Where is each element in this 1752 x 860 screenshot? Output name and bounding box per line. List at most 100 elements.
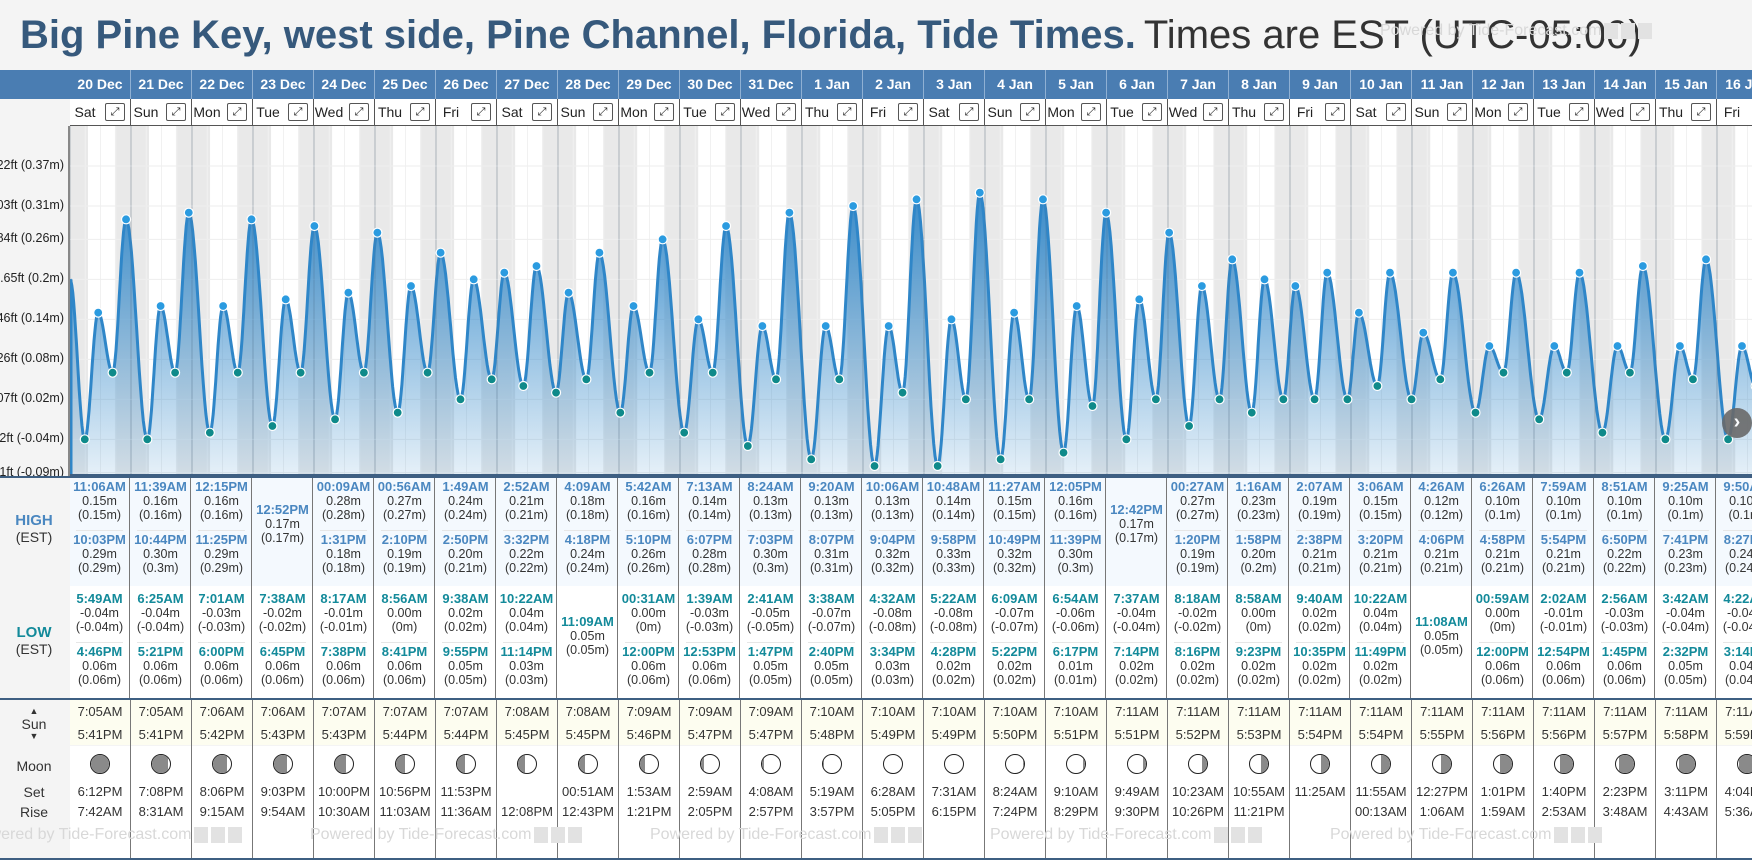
expand-day-button[interactable]: ⤢ [349,103,369,121]
expand-day-button[interactable]: ⤢ [1569,103,1589,121]
date-header-bar [0,70,1752,99]
divider [198,530,245,531]
moonset-time: 1:40PM [1541,784,1587,799]
expand-day-button[interactable]: ⤢ [532,103,552,121]
high-tide-point [1009,307,1020,318]
tide-time: 10:48AM [926,479,981,494]
expand-day-button[interactable]: ⤢ [959,103,979,121]
weekday-label: Fri [1296,104,1314,120]
expand-day-button[interactable]: ⤢ [1508,103,1528,121]
high-tide-event: 7:59AM 0.10m (0.1m) [1534,480,1593,530]
tide-time: 11:39PM [1049,532,1102,547]
tide-height-alt: (0.06m) [138,673,183,687]
high-tide-cell: 12:42PM 0.17m (0.17m) [1107,478,1167,586]
tide-time: 4:32AM [869,591,916,606]
low-tide-cell: 6:09AM -0.07m (-0.07m) 5:22PM 0.02m (0.02m) [985,586,1045,698]
expand-day-button[interactable]: ⤢ [1020,103,1040,121]
next-button[interactable]: › [1722,408,1752,438]
sunset-time: 5:57PM [1602,727,1648,742]
high-tide-cell: 12:05PM 0.16m (0.16m) 11:39PM 0.30m (0.3m) [1046,478,1106,586]
divider [1235,530,1282,531]
moon-phase-icon [273,754,293,774]
tide-height-alt: (0.06m) [382,673,427,687]
expand-day-button[interactable]: ⤢ [166,103,186,121]
divider [747,530,794,531]
moon-phase-icon [1249,754,1269,774]
expand-day-button[interactable]: ⤢ [1325,103,1345,121]
low-tide-event: 2:41AM -0.05m (-0.05m) [741,592,800,642]
tide-time: 10:03PM [73,532,126,547]
tide-time: 2:40PM [808,644,855,659]
expand-day-button[interactable]: ⤢ [654,103,674,121]
low-tide-event: 5:49AM -0.04m (-0.04m) [70,592,129,642]
moonset-time: 10:55AM [1232,784,1286,799]
high-tide-point [1196,280,1207,292]
sun-cell: 7:10AM 5:48PM [802,700,863,746]
tide-height-alt: (0.12m) [1419,508,1464,522]
date-label: 9 Jan [1290,70,1351,99]
low-tide-event: 7:01AM -0.03m (-0.03m) [192,592,251,642]
weekday-cell: Fri⤢ [1717,99,1752,126]
tide-time: 6:25AM [137,591,184,606]
weekday-cell: Tue ⤢ [253,99,314,126]
high-tide-point [657,234,668,245]
high-tide-event: 5:54PM 0.21m (0.21m) [1534,530,1593,580]
sunrise-time: 7:09AM [687,704,733,719]
high-tide-point [1259,274,1270,285]
expand-day-button[interactable]: ⤢ [105,103,125,121]
tide-height: 0.10m [1729,494,1752,508]
expand-day-button[interactable]: ⤢ [1142,103,1162,121]
expand-day-button[interactable]: ⤢ [288,103,308,121]
high-tide-point [1700,254,1712,265]
low-tide-point [742,440,753,452]
tide-height: -0.03m [1605,606,1644,620]
tide-height: 0.06m [143,659,178,673]
expand-day-button[interactable]: ⤢ [593,103,613,121]
weekday-cell: Thu ⤢ [375,99,436,126]
page-title-timezone: Times are EST (UTC-05:00) [1143,13,1642,57]
expand-day-button[interactable]: ⤢ [776,103,796,121]
moon-phase-icon [334,754,354,774]
tide-time: 7:38AM [259,591,306,606]
expand-day-button[interactable]: ⤢ [1630,103,1650,121]
expand-day-button[interactable]: ⤢ [1264,103,1284,121]
tide-height: 0.10m [1546,494,1581,508]
expand-day-button[interactable]: ⤢ [1447,103,1467,121]
moonrise-time: 00:13AM [1354,804,1408,819]
expand-day-button[interactable]: ⤢ [471,103,491,121]
expand-day-button[interactable]: ⤢ [837,103,857,121]
expand-day-button[interactable]: ⤢ [227,103,247,121]
tide-height: -0.04m [80,606,119,620]
sun-cell: 7:10AM 5:51PM [1046,700,1107,746]
tide-height: 0.15m [997,494,1032,508]
expand-day-button[interactable]: ⤢ [715,103,735,121]
tide-height: 0.18m [326,547,361,561]
low-tide-cell: 9:40AM 0.02m (0.02m) 10:35PM 0.02m (0.02m) [1290,586,1350,698]
high-tide-point [1101,207,1112,218]
expand-day-button[interactable]: ⤢ [1081,103,1101,121]
expand-day-button[interactable]: ⤢ [1386,103,1406,121]
expand-icon: ⤢ [964,106,974,118]
sunrise-time: 7:07AM [443,704,489,719]
tide-height-alt: (0.17m) [260,531,305,545]
high-tide-point [720,220,732,232]
sun-cell: 7:05AM 5:41PM [131,700,192,746]
expand-day-button[interactable]: ⤢ [1203,103,1223,121]
tide-height-alt: (0.06m) [1602,673,1647,687]
low-tide-cell: 3:38AM -0.07m (-0.07m) 2:40PM 0.05m (0.05m) [802,586,862,698]
divider [137,642,184,643]
tide-time: 4:22AM [1723,591,1752,606]
moonrise-time: 1:06AM [1419,804,1465,819]
sun-cell: 7:11AM 5:54PM [1290,700,1351,746]
expand-day-button[interactable]: ⤢ [410,103,430,121]
weekday-cell: Thu ⤢ [802,99,863,126]
sunset-time: 5:41PM [77,727,123,742]
tide-height-alt: (0.06m) [260,673,305,687]
expand-day-button[interactable]: ⤢ [1691,103,1711,121]
high-tide-cell: 1:49AM 0.24m (0.24m) 2:50PM 0.20m (0.21m) [436,478,496,586]
expand-day-button[interactable]: ⤢ [898,103,918,121]
sunrise-time: 7:11AM [1664,704,1708,719]
tide-height: 0.03m [875,659,910,673]
tide-time: 9:04PM [869,532,916,547]
sunrise-time: 7:11AM [1298,704,1342,719]
